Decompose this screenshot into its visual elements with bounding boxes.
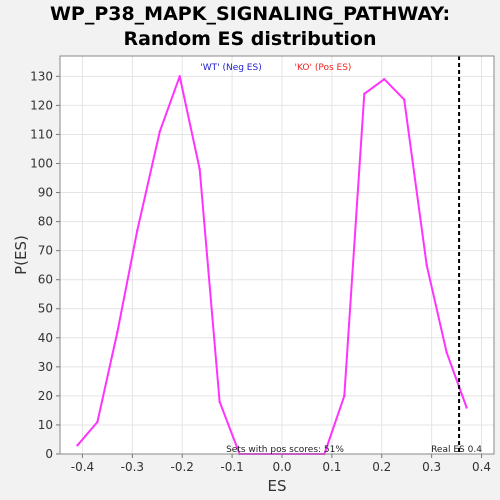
pos-scores-note: Sets with pos scores: 51% [226, 445, 344, 455]
y-tick-label: 70 [38, 244, 53, 258]
data-point [96, 420, 99, 424]
y-tick-label: 20 [38, 389, 53, 403]
x-axis-title: ES [268, 477, 287, 495]
data-point [158, 130, 161, 133]
legend-pos: 'KO' (Pos ES) [295, 63, 352, 73]
x-tick-label: -0.4 [71, 460, 94, 474]
data-point [178, 75, 181, 78]
axes [56, 55, 495, 458]
x-tick-label: 0.3 [422, 460, 441, 474]
data-point [343, 394, 346, 398]
plot-frame [59, 55, 495, 455]
data-point [136, 229, 139, 232]
x-tick-label: -0.2 [171, 460, 194, 474]
data-point [363, 92, 366, 95]
data-point [116, 330, 119, 334]
x-tick-label: 0.2 [372, 460, 391, 474]
x-tick-label: 0.1 [322, 460, 341, 474]
x-tick-label: -0.3 [121, 460, 144, 474]
data-point [218, 400, 221, 403]
y-tick-label: 60 [38, 273, 53, 287]
y-tick-label: 120 [30, 98, 53, 112]
y-tick-label: 40 [38, 331, 53, 345]
data-point [425, 263, 428, 267]
y-tick-label: 130 [30, 69, 53, 83]
y-tick-label: 30 [38, 360, 53, 374]
data-point [76, 444, 79, 447]
chart-title: WP_P38_MAPK_SIGNALING_PATHWAY: Random ES… [0, 2, 500, 52]
data-point [198, 168, 201, 171]
data-point [465, 406, 468, 409]
y-tick-label: 10 [38, 418, 53, 432]
data-point [403, 98, 406, 101]
data-point [383, 78, 386, 81]
chart-title-line2: Random ES distribution [123, 28, 377, 50]
y-tick-label: 110 [30, 127, 53, 141]
data-point [445, 351, 448, 354]
real-es-label: Real ES 0.4 [431, 445, 482, 455]
legend-neg: 'WT' (Neg ES) [200, 63, 261, 73]
y-tick-label: 0 [45, 447, 53, 461]
grid [60, 56, 494, 455]
x-tick-label: 0.0 [272, 460, 291, 474]
chart-title-line1: WP_P38_MAPK_SIGNALING_PATHWAY: [49, 3, 451, 25]
labels: 0 10 20 30 40 50 60 70 80 90 100 110 120 130 -0.4 -0.3 -… [12, 63, 491, 495]
y-tick-label: 100 [30, 156, 53, 170]
x-tick-label: 0.4 [472, 460, 491, 474]
plot-area [60, 56, 494, 454]
x-tick-label: -0.1 [220, 460, 243, 474]
y-axis-title: P(ES) [12, 235, 30, 275]
y-tick-label: 50 [38, 302, 53, 316]
y-tick-label: 90 [38, 186, 53, 200]
y-tick-label: 80 [38, 215, 53, 229]
